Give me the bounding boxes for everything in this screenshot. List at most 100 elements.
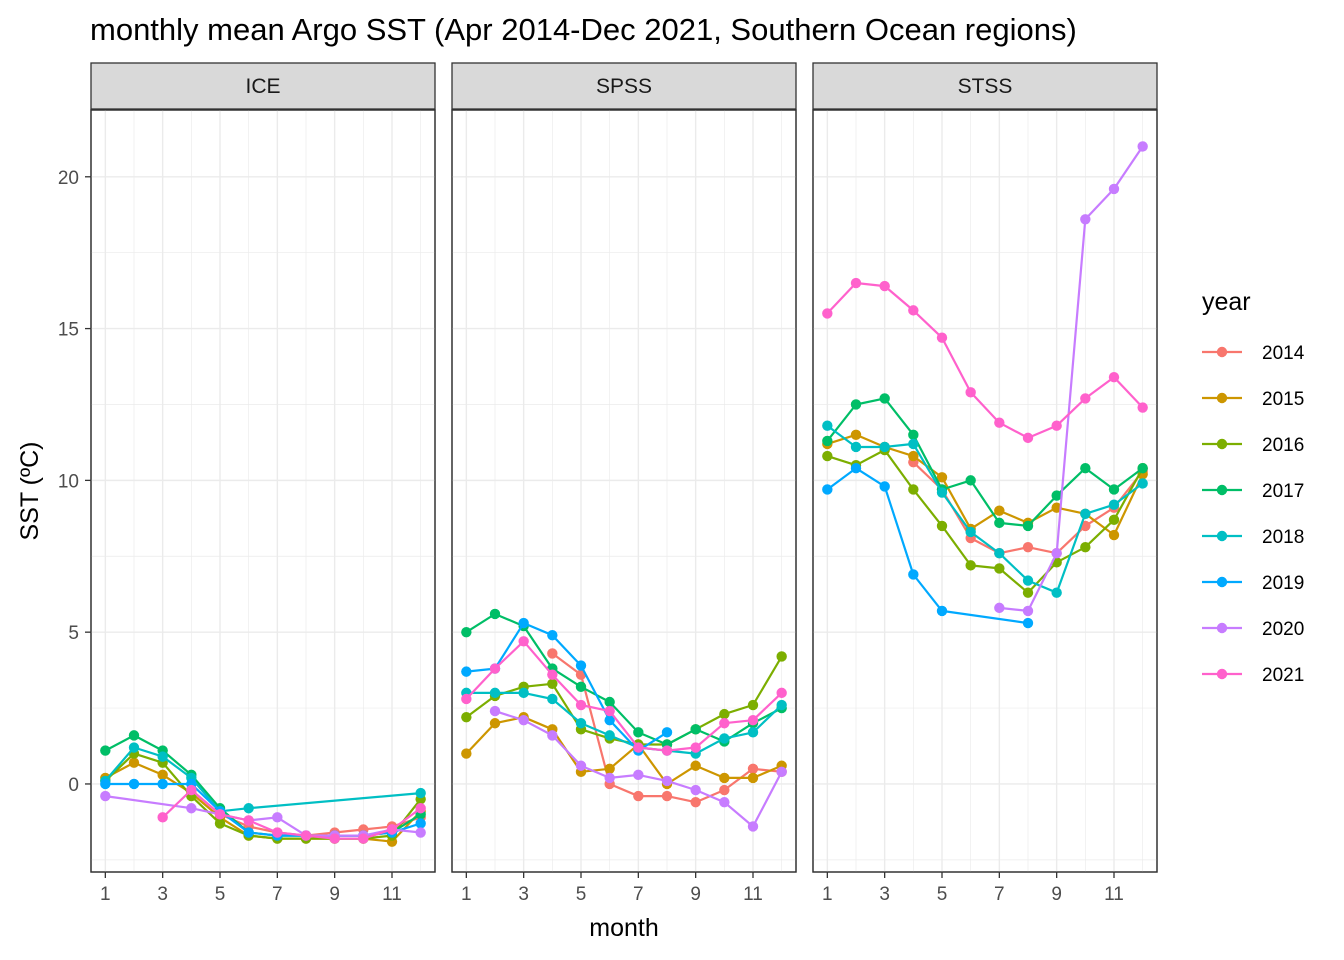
panels: ICE 1 3 5 7 9 11 0 5 10 15 20 SPSS 1 3 5 7 9 11 STSS 1 3 5 7 9 11 [58,62,1158,905]
y-tick-label: 10 [58,471,79,492]
data-point [415,827,426,838]
data-point [489,687,501,699]
data-point [965,387,976,398]
legend-item-2021: 2021 [1202,665,1304,686]
data-point [690,796,701,808]
data-point [272,812,283,823]
data-point [1080,393,1091,404]
data-point [936,487,948,498]
x-axis-title: month [589,914,658,942]
data-point [1108,183,1120,195]
legend-label: 2021 [1262,665,1304,686]
strip-spss [451,62,797,110]
series-line [826,467,1029,625]
data-point [186,784,197,796]
legend-item-2015: 2015 [1202,389,1304,410]
x-tick-label: 5 [215,884,226,905]
panel-border-stss [812,109,1158,873]
x-tick-label: 3 [518,884,529,905]
data-point [604,715,615,726]
data-point [776,651,787,662]
data-point [633,727,644,738]
data-point [965,475,976,486]
data-point [776,687,787,699]
x-tick-label: 1 [461,884,472,905]
data-point [994,505,1005,516]
data-point [1022,541,1034,553]
data-point [128,742,140,753]
data-point [1108,514,1120,526]
x-tick-label: 1 [100,884,111,905]
data-point [661,727,673,738]
data-point [461,693,472,705]
x-tick-label: 5 [576,884,587,905]
data-point [489,663,501,674]
data-point [157,751,168,762]
legend-label: 2016 [1262,435,1304,456]
series-line [161,788,422,840]
legend-label: 2017 [1262,481,1304,502]
data-point [415,803,426,814]
strip-label-ice: ICE [245,75,280,98]
data-point [690,742,701,753]
data-point [547,693,558,705]
data-point [186,803,197,814]
x-tick-label: 7 [633,884,644,905]
data-point [1108,499,1120,510]
data-point [994,517,1005,529]
data-point [461,666,472,677]
legend-label: 2019 [1262,573,1304,594]
data-point [965,526,976,538]
panel-border-ice [90,109,436,873]
data-point [1080,214,1091,225]
data-point [128,778,140,790]
x-tick-label: 11 [1104,884,1124,905]
x-tick-label: 7 [994,884,1005,905]
data-point [1080,463,1091,474]
y-tick-label: 0 [68,775,79,796]
data-point [1051,490,1062,501]
data-point [936,520,948,532]
series-stss-2020 [994,141,1148,617]
data-point [547,669,558,680]
y-tick-label: 5 [68,623,79,644]
data-point [547,648,558,659]
data-point [575,699,587,711]
chart-title: monthly mean Argo SST (Apr 2014-Dec 2021… [90,12,1077,47]
data-point [575,760,587,771]
legend-item-2016: 2016 [1202,435,1304,456]
data-point [747,772,759,784]
data-point [747,699,759,711]
data-point [994,563,1005,574]
series-stss-2018 [822,420,1148,598]
data-point [661,745,673,756]
data-point [822,420,833,431]
data-point [518,617,529,629]
data-point [690,760,701,771]
strip-stss [812,62,1158,110]
legend-title: year [1202,288,1251,316]
series-spss-2020 [489,705,787,832]
legend-item-2017: 2017 [1202,481,1304,502]
data-point [157,769,168,781]
data-point [547,730,558,741]
data-point [908,450,919,462]
x-tick-label: 9 [1051,884,1062,905]
strip-ice [90,62,436,110]
legend-key-point [1216,530,1228,542]
data-point [661,775,673,787]
legend-item-2018: 2018 [1202,527,1304,548]
data-point [747,763,759,774]
data-point [633,769,644,781]
data-point [1051,420,1062,431]
panel-stss: STSS 1 3 5 7 9 11 [812,62,1158,905]
legend-key-point [1216,346,1228,358]
data-point [604,730,615,741]
data-point [850,429,862,441]
data-point [386,824,398,835]
data-point [994,602,1005,614]
data-point [461,626,472,638]
data-point [518,715,529,726]
data-point [1137,141,1148,152]
data-point [300,830,312,841]
